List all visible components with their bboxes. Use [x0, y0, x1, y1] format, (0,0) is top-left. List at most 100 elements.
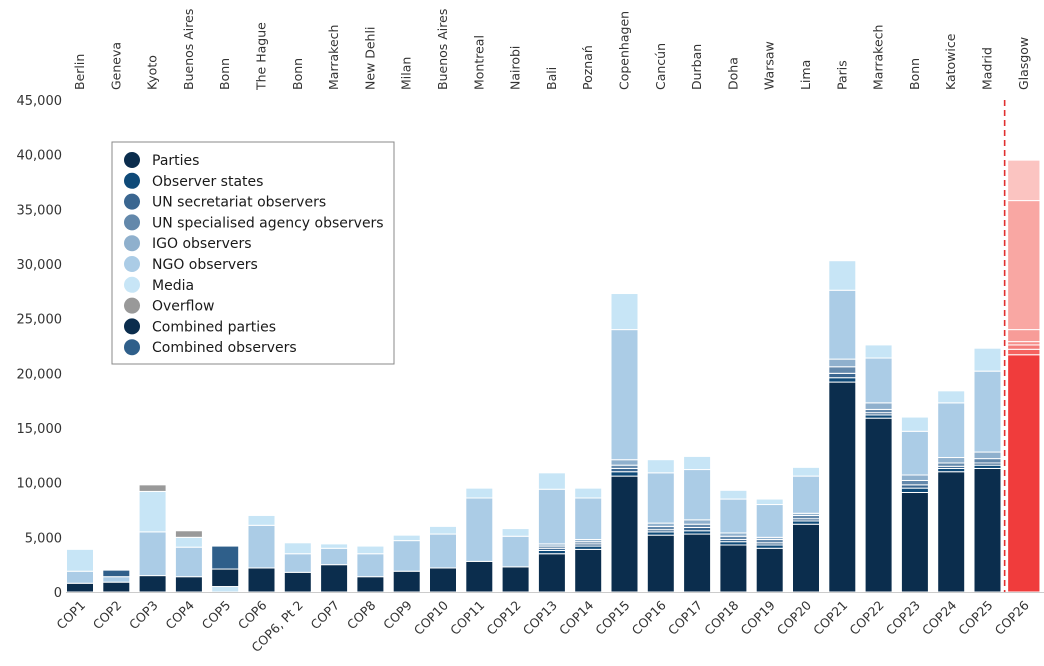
bar-segment [1007, 348, 1041, 356]
legend-entry-label: Overflow [152, 299, 215, 315]
bar-segment [719, 498, 748, 534]
bar-segment [610, 293, 639, 331]
category-label: COP20 [774, 597, 814, 637]
bar-segment [102, 581, 131, 593]
category-label: COP26 [992, 597, 1032, 637]
bar-segment [465, 560, 494, 593]
bar-segment [646, 459, 675, 474]
bar-segment [755, 498, 784, 506]
legend-swatch [124, 172, 140, 189]
location-label: Marrakech [871, 25, 886, 90]
bar-segment [247, 567, 276, 593]
category-label: COP2 [90, 598, 125, 633]
bar-segment [1007, 159, 1041, 202]
legend: Parties Observer states UN secretariat obs… [111, 141, 395, 365]
bar-segment [973, 467, 1002, 593]
bar-segment [683, 469, 712, 521]
bar-segment [1007, 200, 1041, 331]
bar-segment [828, 260, 857, 291]
bar-segment [683, 533, 712, 593]
bar-segment [1007, 344, 1041, 350]
legend-swatch [124, 256, 140, 272]
location-label: Glasgow [1016, 37, 1031, 90]
y-tick-label: 15,000 [17, 422, 63, 437]
legend-entry-label: Media [152, 278, 194, 294]
bar-segment [828, 381, 857, 593]
bar-segment [465, 487, 494, 499]
bar-segment [792, 466, 820, 477]
bar-segment [102, 569, 131, 578]
location-label: Nairobi [508, 46, 523, 90]
y-tick-label: 25,000 [17, 313, 63, 328]
location-label: Bonn [217, 58, 232, 90]
bar-segment [900, 492, 929, 593]
bar-segment [138, 490, 167, 533]
bar-segment [683, 519, 712, 525]
bar-segment [174, 536, 203, 548]
location-label: Cancún [653, 43, 668, 90]
location-label: The Hague [254, 22, 269, 91]
y-tick-label: 5,000 [25, 531, 62, 546]
category-label: COP19 [738, 597, 778, 637]
legend-entry-label: UN secretariat observers [152, 195, 326, 211]
bar-segment [283, 542, 312, 555]
bar-segment [1007, 354, 1041, 593]
bar-segment [102, 576, 131, 583]
location-label: Katowice [943, 33, 958, 90]
bar-segment [1007, 329, 1041, 343]
bar-segment [973, 370, 1002, 453]
category-label: COP24 [919, 597, 959, 637]
category-label: COP25 [955, 598, 995, 638]
bars-layer [66, 159, 1041, 593]
bar-segment [501, 566, 530, 593]
location-label: Durban [689, 44, 704, 90]
bar-segment [283, 553, 312, 573]
legend-swatch [124, 193, 140, 210]
bar-segment [138, 575, 167, 593]
bar-segment [900, 487, 929, 494]
bar-segment [320, 547, 349, 566]
location-label: Bonn [290, 58, 305, 90]
location-label: Poznań [580, 45, 595, 90]
bar-segment [610, 459, 639, 466]
bar-segment [828, 358, 857, 368]
legend-entry-label: Combined parties [152, 319, 276, 335]
location-label: Buenos Aires [435, 9, 450, 90]
category-label: COP18 [701, 597, 741, 637]
bar-segment [320, 564, 349, 593]
category-label: COP12 [483, 598, 523, 638]
bar-segment [537, 472, 566, 490]
bar-segment [537, 488, 566, 545]
category-label: COP22 [846, 598, 886, 638]
bar-segment [900, 474, 929, 481]
bar-segment [574, 548, 603, 593]
location-label: Montreal [471, 35, 486, 90]
bar-segment [574, 487, 603, 499]
bar-segment [392, 534, 421, 542]
legend-swatch [124, 152, 140, 168]
bar-segment [864, 357, 893, 404]
category-label: COP7 [308, 598, 343, 633]
bar-segment [864, 344, 893, 359]
bar-segment [429, 567, 457, 593]
location-label: Berlin [72, 54, 87, 90]
bar-segment [900, 416, 929, 432]
category-label: COP5 [199, 598, 234, 633]
bar-segment [719, 544, 748, 593]
bar-segment [755, 504, 784, 538]
bar-segment [392, 540, 421, 572]
legend-swatch [124, 235, 140, 252]
bar-segment [610, 329, 639, 461]
bar-segment [356, 545, 385, 555]
location-label: Kyoto [145, 55, 160, 90]
category-label: COP13 [520, 598, 560, 638]
bar-segment [501, 528, 530, 537]
bar-segment [356, 576, 385, 593]
category-label: COP17 [665, 598, 705, 638]
bar-segment [973, 451, 1002, 460]
bar-segment [501, 535, 530, 568]
bar-segment [211, 568, 240, 588]
category-label: COP3 [126, 598, 161, 633]
category-label: COP16 [629, 597, 669, 637]
bar-segment [66, 570, 94, 584]
